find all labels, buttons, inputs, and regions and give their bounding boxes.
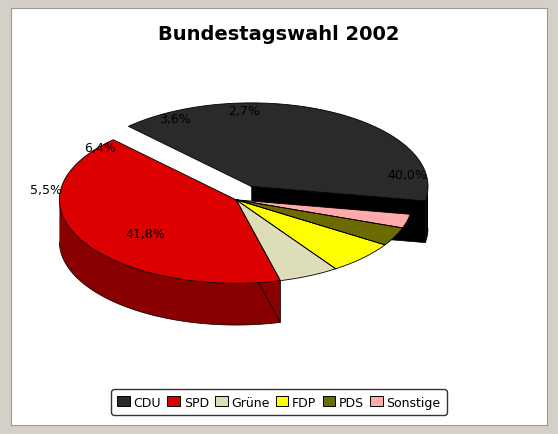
Text: 41,8%: 41,8% bbox=[125, 227, 165, 240]
Text: 6,4%: 6,4% bbox=[84, 142, 116, 155]
Polygon shape bbox=[236, 201, 410, 228]
Polygon shape bbox=[236, 201, 402, 245]
Text: 40,0%: 40,0% bbox=[388, 169, 427, 182]
Text: 3,6%: 3,6% bbox=[158, 112, 190, 125]
Polygon shape bbox=[59, 201, 280, 326]
Legend: CDU, SPD, Grüne, FDP, PDS, Sonstige: CDU, SPD, Grüne, FDP, PDS, Sonstige bbox=[111, 389, 447, 415]
Polygon shape bbox=[251, 187, 425, 243]
Polygon shape bbox=[236, 201, 280, 323]
Polygon shape bbox=[425, 187, 428, 243]
Polygon shape bbox=[236, 201, 385, 269]
Text: 2,7%: 2,7% bbox=[228, 104, 260, 117]
Text: Bundestagswahl 2002: Bundestagswahl 2002 bbox=[158, 25, 400, 44]
Polygon shape bbox=[128, 104, 428, 201]
Text: 5,5%: 5,5% bbox=[30, 184, 62, 197]
Polygon shape bbox=[59, 140, 280, 284]
Polygon shape bbox=[236, 201, 336, 281]
